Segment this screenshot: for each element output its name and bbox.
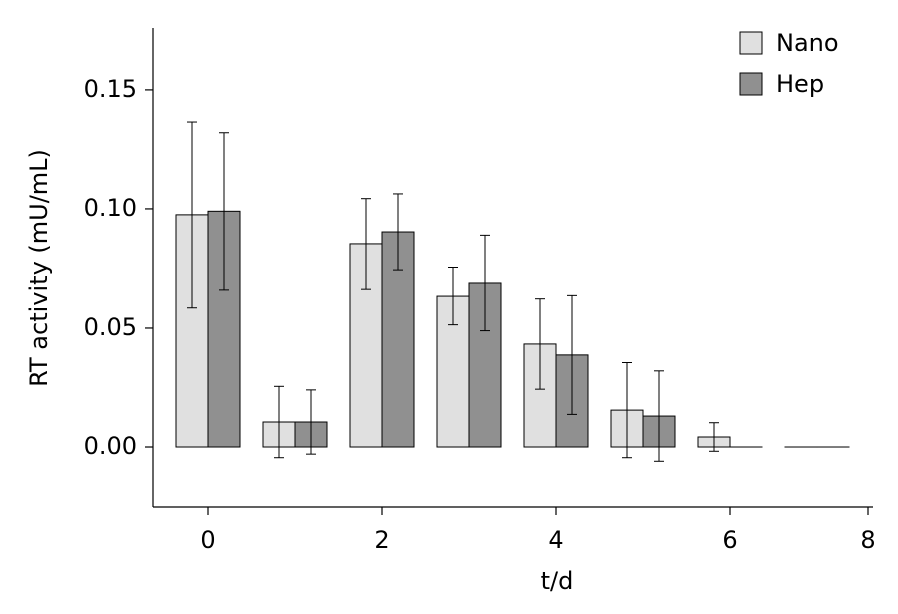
legend-label: Hep <box>776 70 824 98</box>
legend-swatch <box>739 31 763 55</box>
x-tick-label: 8 <box>860 526 875 554</box>
y-tick-label: 0.05 <box>84 313 137 341</box>
legend-label: Nano <box>776 29 839 57</box>
y-axis-label: RT activity (mU/mL) <box>25 149 53 387</box>
x-tick-label: 2 <box>374 526 389 554</box>
legend-swatch <box>739 72 763 96</box>
x-tick-label: 6 <box>722 526 737 554</box>
y-tick-label: 0.10 <box>84 194 137 222</box>
x-axis-label: t/d <box>541 567 574 595</box>
y-tick-label: 0.15 <box>84 75 137 103</box>
y-tick-label: 0.00 <box>84 432 137 460</box>
bar <box>436 295 470 448</box>
x-tick-label: 0 <box>200 526 215 554</box>
x-tick-label: 4 <box>548 526 563 554</box>
